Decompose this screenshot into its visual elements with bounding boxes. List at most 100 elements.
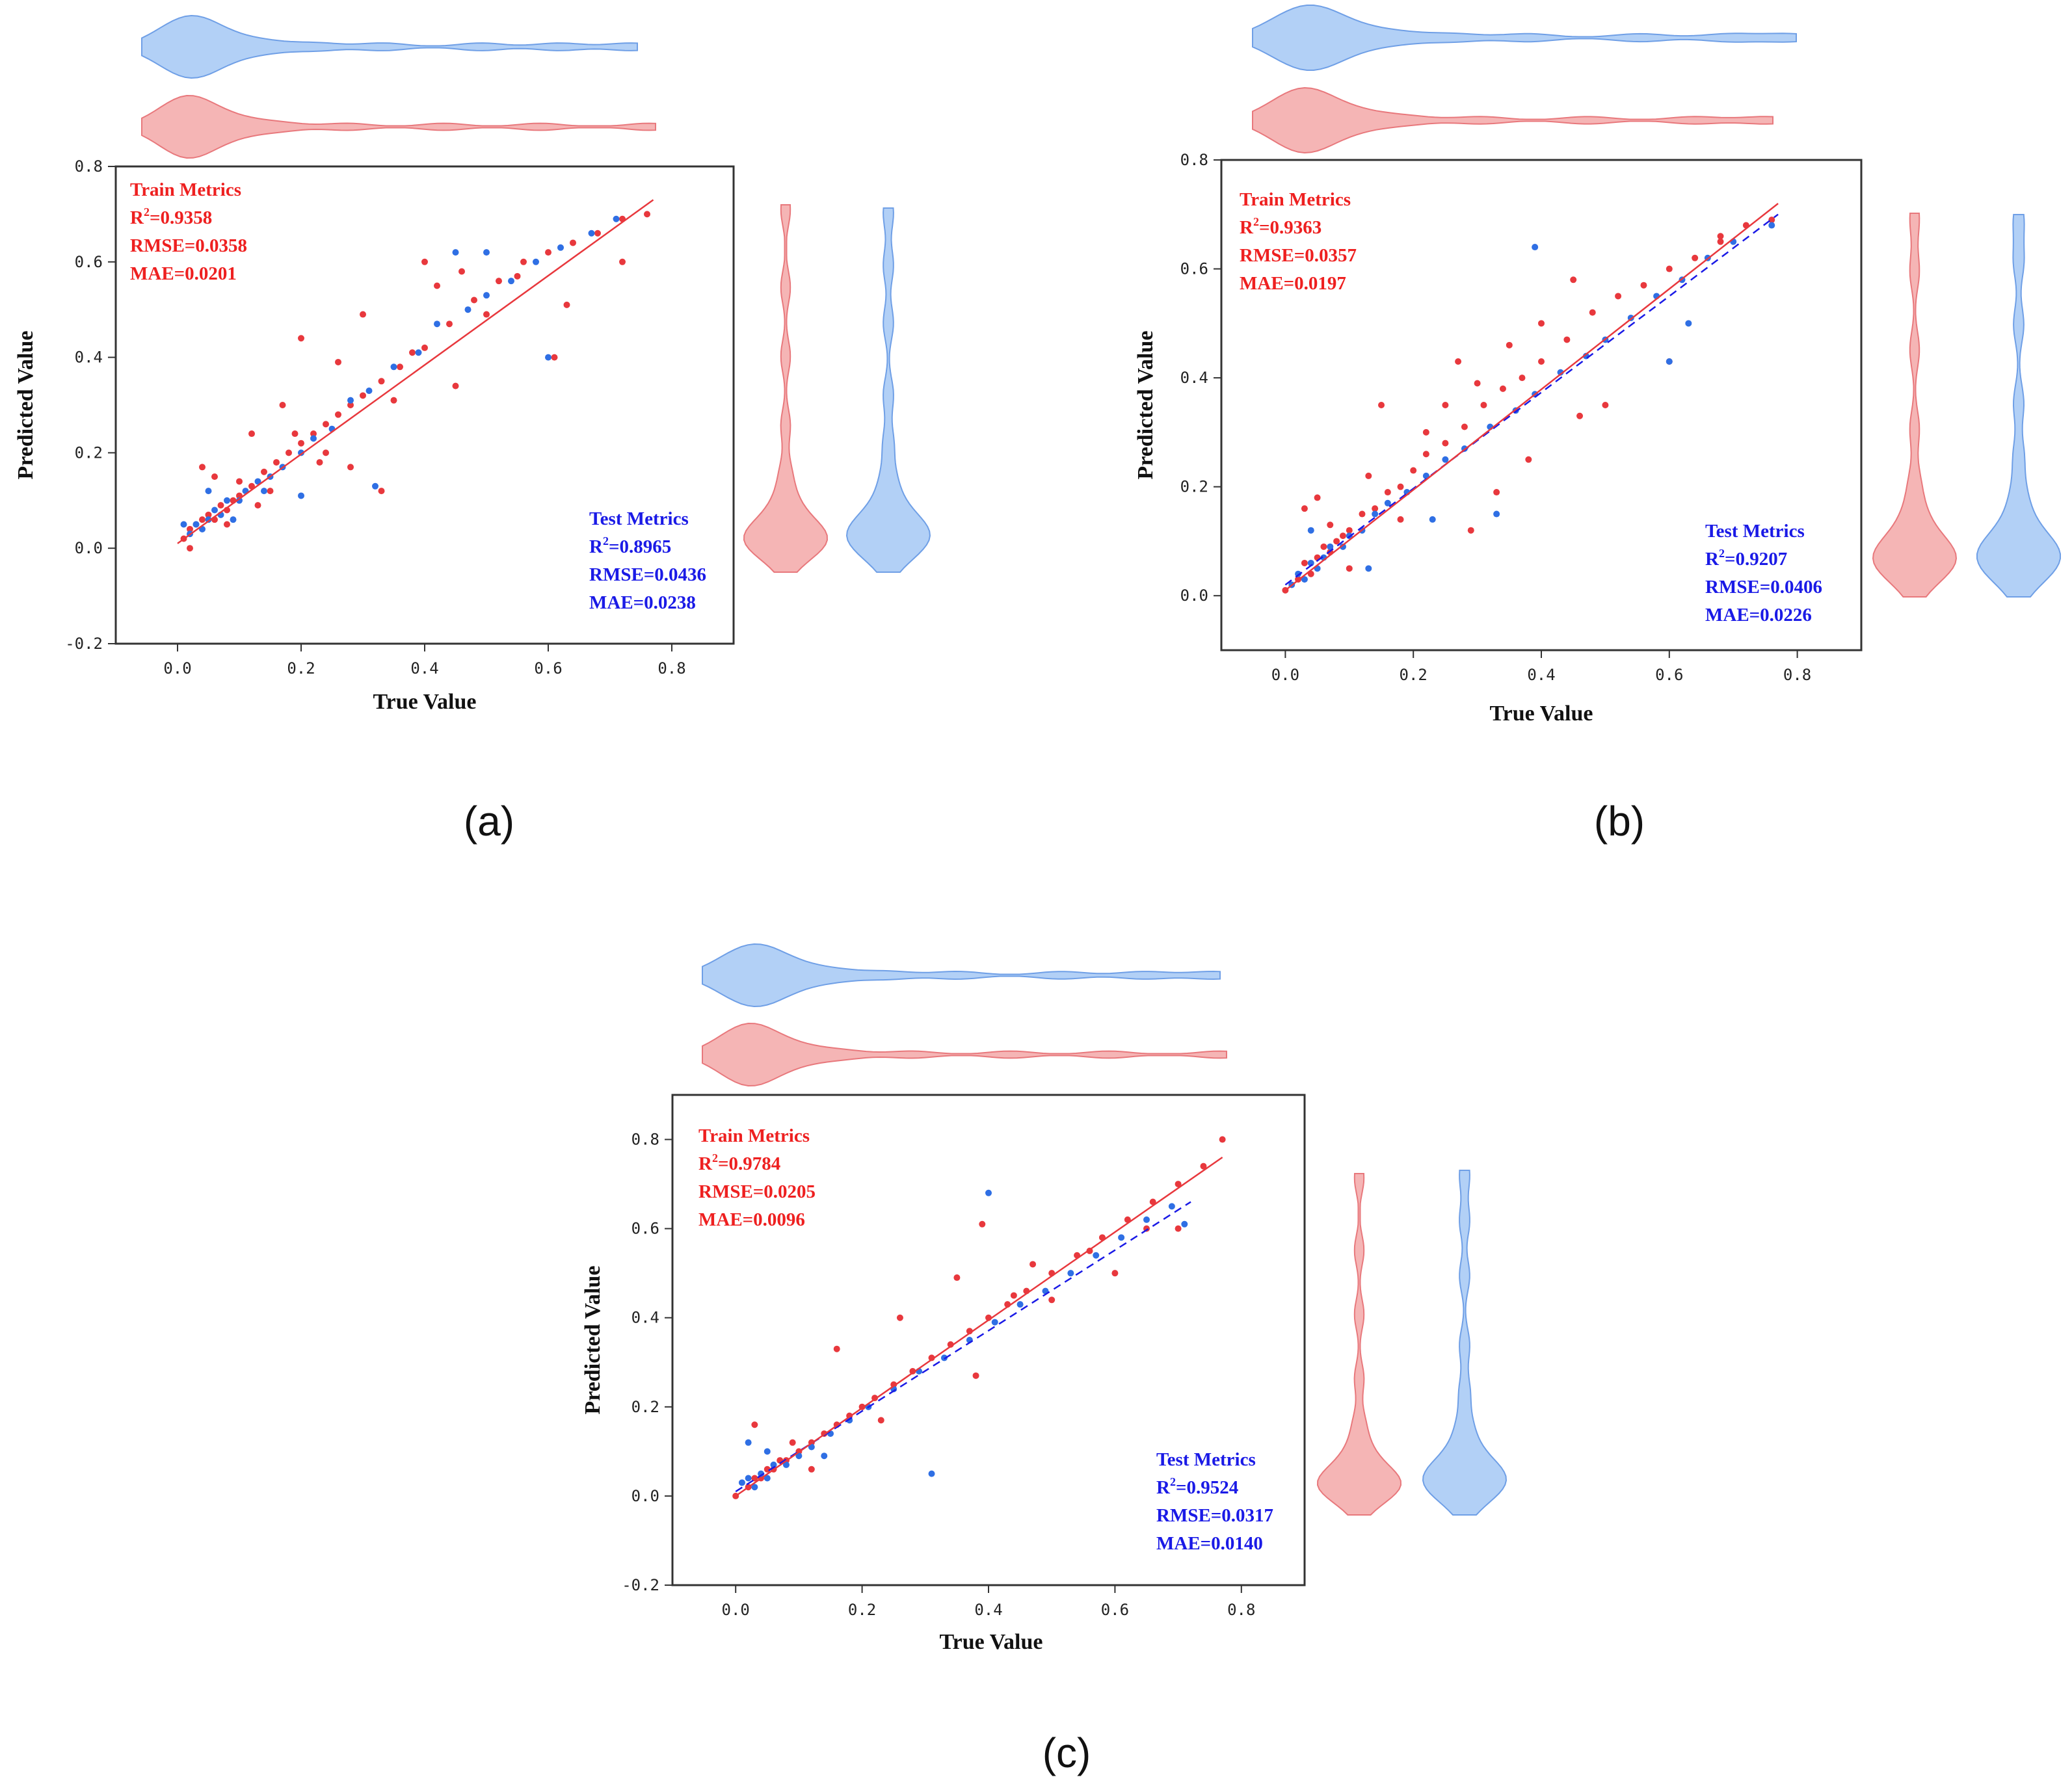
panel-c-test-point [764, 1448, 771, 1455]
panel-a-train-point [458, 268, 465, 275]
panel-b-train-point [1692, 254, 1699, 261]
panel-b-train-point [1461, 423, 1468, 430]
panel-a-train-point [205, 511, 212, 518]
panel-a-train-point [360, 392, 366, 399]
panel-a-test-violin-side [845, 207, 931, 573]
panel-c-y-axis-label: Predicted Value [581, 1266, 605, 1415]
panel-c-x-tick-label: 0.4 [974, 1601, 1002, 1619]
panel-b-train-point [1346, 565, 1353, 572]
panel-a-y-tick-label: 0.4 [75, 348, 103, 367]
panel-b-train-point [1602, 402, 1609, 408]
panel-a-train-violin-side [743, 204, 829, 573]
panel-c-train-point [979, 1220, 986, 1228]
panel-a-test-point [298, 492, 304, 499]
panel-a-train-point [254, 502, 261, 509]
panel-b-train-point [1499, 385, 1506, 392]
panel-c-train-point [896, 1314, 903, 1321]
panel-a-x-tick-label: 0.6 [534, 659, 562, 677]
panel-b-train-point [1538, 320, 1545, 327]
panel-b-train-point [1301, 505, 1308, 512]
panel-b-train-point [1384, 489, 1391, 496]
panel-b-train-point [1474, 380, 1481, 387]
panel-a-test-point [464, 306, 472, 313]
panel-a-train-point [644, 211, 650, 218]
panel-b-train-point [1525, 456, 1532, 463]
panel-b-test-violin-top [1252, 5, 1797, 71]
panel-a-y-axis-label: Predicted Value [14, 331, 38, 480]
panel-c-y-tick-label: 0.0 [631, 1487, 659, 1505]
panel-b-train-point [1768, 217, 1775, 224]
panel-c-test-point [1143, 1216, 1150, 1223]
panel-c-test-point [782, 1461, 790, 1468]
panel-c-train-point [1010, 1292, 1017, 1299]
panel-c-test-point [928, 1470, 935, 1477]
panel-b-train-point [1372, 505, 1379, 512]
panel-a-x-tick-label: 0.2 [287, 659, 315, 677]
panel-b-train-point [1455, 358, 1462, 365]
panel-c-test-r2: R2=0.9524 [1156, 1475, 1238, 1498]
panel-c-test-metrics-title: Test Metrics [1156, 1449, 1256, 1470]
panel-b-y-tick-label: 0.6 [1180, 260, 1208, 278]
panel-b-train-mae: MAE=0.0197 [1240, 273, 1346, 294]
panel-a-y-tick-label: 0.6 [75, 253, 103, 271]
panel-c-test-point [764, 1475, 771, 1482]
panel-b-train-point [1493, 489, 1500, 496]
panel-a-x-axis-label: True Value [373, 690, 476, 714]
panel-c-test-point [738, 1479, 745, 1486]
panel-b-test-point [1307, 559, 1314, 566]
panel-a-train-point [452, 382, 459, 389]
panel-c-test-point [1168, 1203, 1175, 1210]
panel-a-caption: (a) [464, 798, 514, 845]
panel-a-test-point [310, 435, 317, 442]
panel-b-test-point [1327, 543, 1334, 550]
panel-a-train-point [483, 311, 490, 318]
panel-c-y-tick-label: 0.2 [631, 1398, 659, 1416]
panel-c-train-point [789, 1439, 796, 1446]
panel-a-test-point [557, 244, 564, 251]
panel-a-train-point [496, 278, 502, 285]
panel-a-train-point [323, 449, 329, 456]
panel-a-test-point [236, 497, 243, 504]
panel-a-test-rmse: RMSE=0.0436 [589, 564, 706, 585]
panel-b-train-point [1410, 467, 1417, 474]
panel-b-test-point [1365, 565, 1372, 572]
panel-a-train-point [335, 411, 341, 418]
panel-b-train-point [1506, 341, 1513, 348]
panel-c-test-violin-top [702, 943, 1221, 1008]
panel-c-train-mae: MAE=0.0096 [698, 1209, 805, 1230]
panel-b-train-violin-side [1872, 213, 1958, 598]
panel-b-test-point [1493, 510, 1500, 518]
panel-c-fit-line [735, 1156, 1223, 1497]
panel-a-train-point [279, 402, 286, 408]
panel-a-train-point [236, 478, 243, 485]
panel-b-train-point [1717, 238, 1724, 245]
panel-a-test-point [452, 249, 459, 256]
panel-a-train-point [298, 335, 304, 342]
panel-b-test-point [1685, 320, 1692, 327]
panel-a-train-point [514, 272, 521, 280]
panel-a-test-point [508, 278, 514, 285]
panel-c-test-point [751, 1484, 758, 1491]
panel-b-test-point [1372, 510, 1379, 518]
panel-a-train-point [421, 258, 428, 265]
panel-c-train-point [833, 1345, 840, 1352]
panel-b-train-point [1467, 527, 1474, 534]
panel-b-train-point [1480, 402, 1487, 408]
panel-c-test-point [991, 1319, 998, 1326]
panel-c-plot-area: 0.0 0.2 0.4 0.6 0.8 -0.2 0.0 0.2 0.4 0.6 0.8 [622, 1131, 1255, 1619]
panel-c-caption: (c) [1043, 1729, 1091, 1776]
panel-b-train-point [1519, 375, 1526, 382]
panel-c-train-metrics-title: Train Metrics [698, 1125, 810, 1146]
panel-a-train-metrics-title: Train Metrics [130, 179, 241, 200]
panel-c-train-r2: R2=0.9784 [698, 1151, 780, 1174]
panel-c-train-rmse: RMSE=0.0205 [698, 1181, 816, 1202]
panel-b-x-axis-label: True Value [1489, 702, 1593, 726]
panel-a-train-point [187, 525, 193, 532]
panel-a-test-point [224, 497, 230, 504]
panel-b-y-tick-label: 0.8 [1180, 151, 1208, 169]
panel-c-test-point [1118, 1234, 1125, 1241]
panel-a-train-mae: MAE=0.0201 [130, 263, 237, 284]
panel-a-train-violin-top [141, 94, 656, 159]
panel-c-x-tick-label: 0.0 [722, 1601, 750, 1619]
panel-a-train-point [286, 449, 292, 456]
